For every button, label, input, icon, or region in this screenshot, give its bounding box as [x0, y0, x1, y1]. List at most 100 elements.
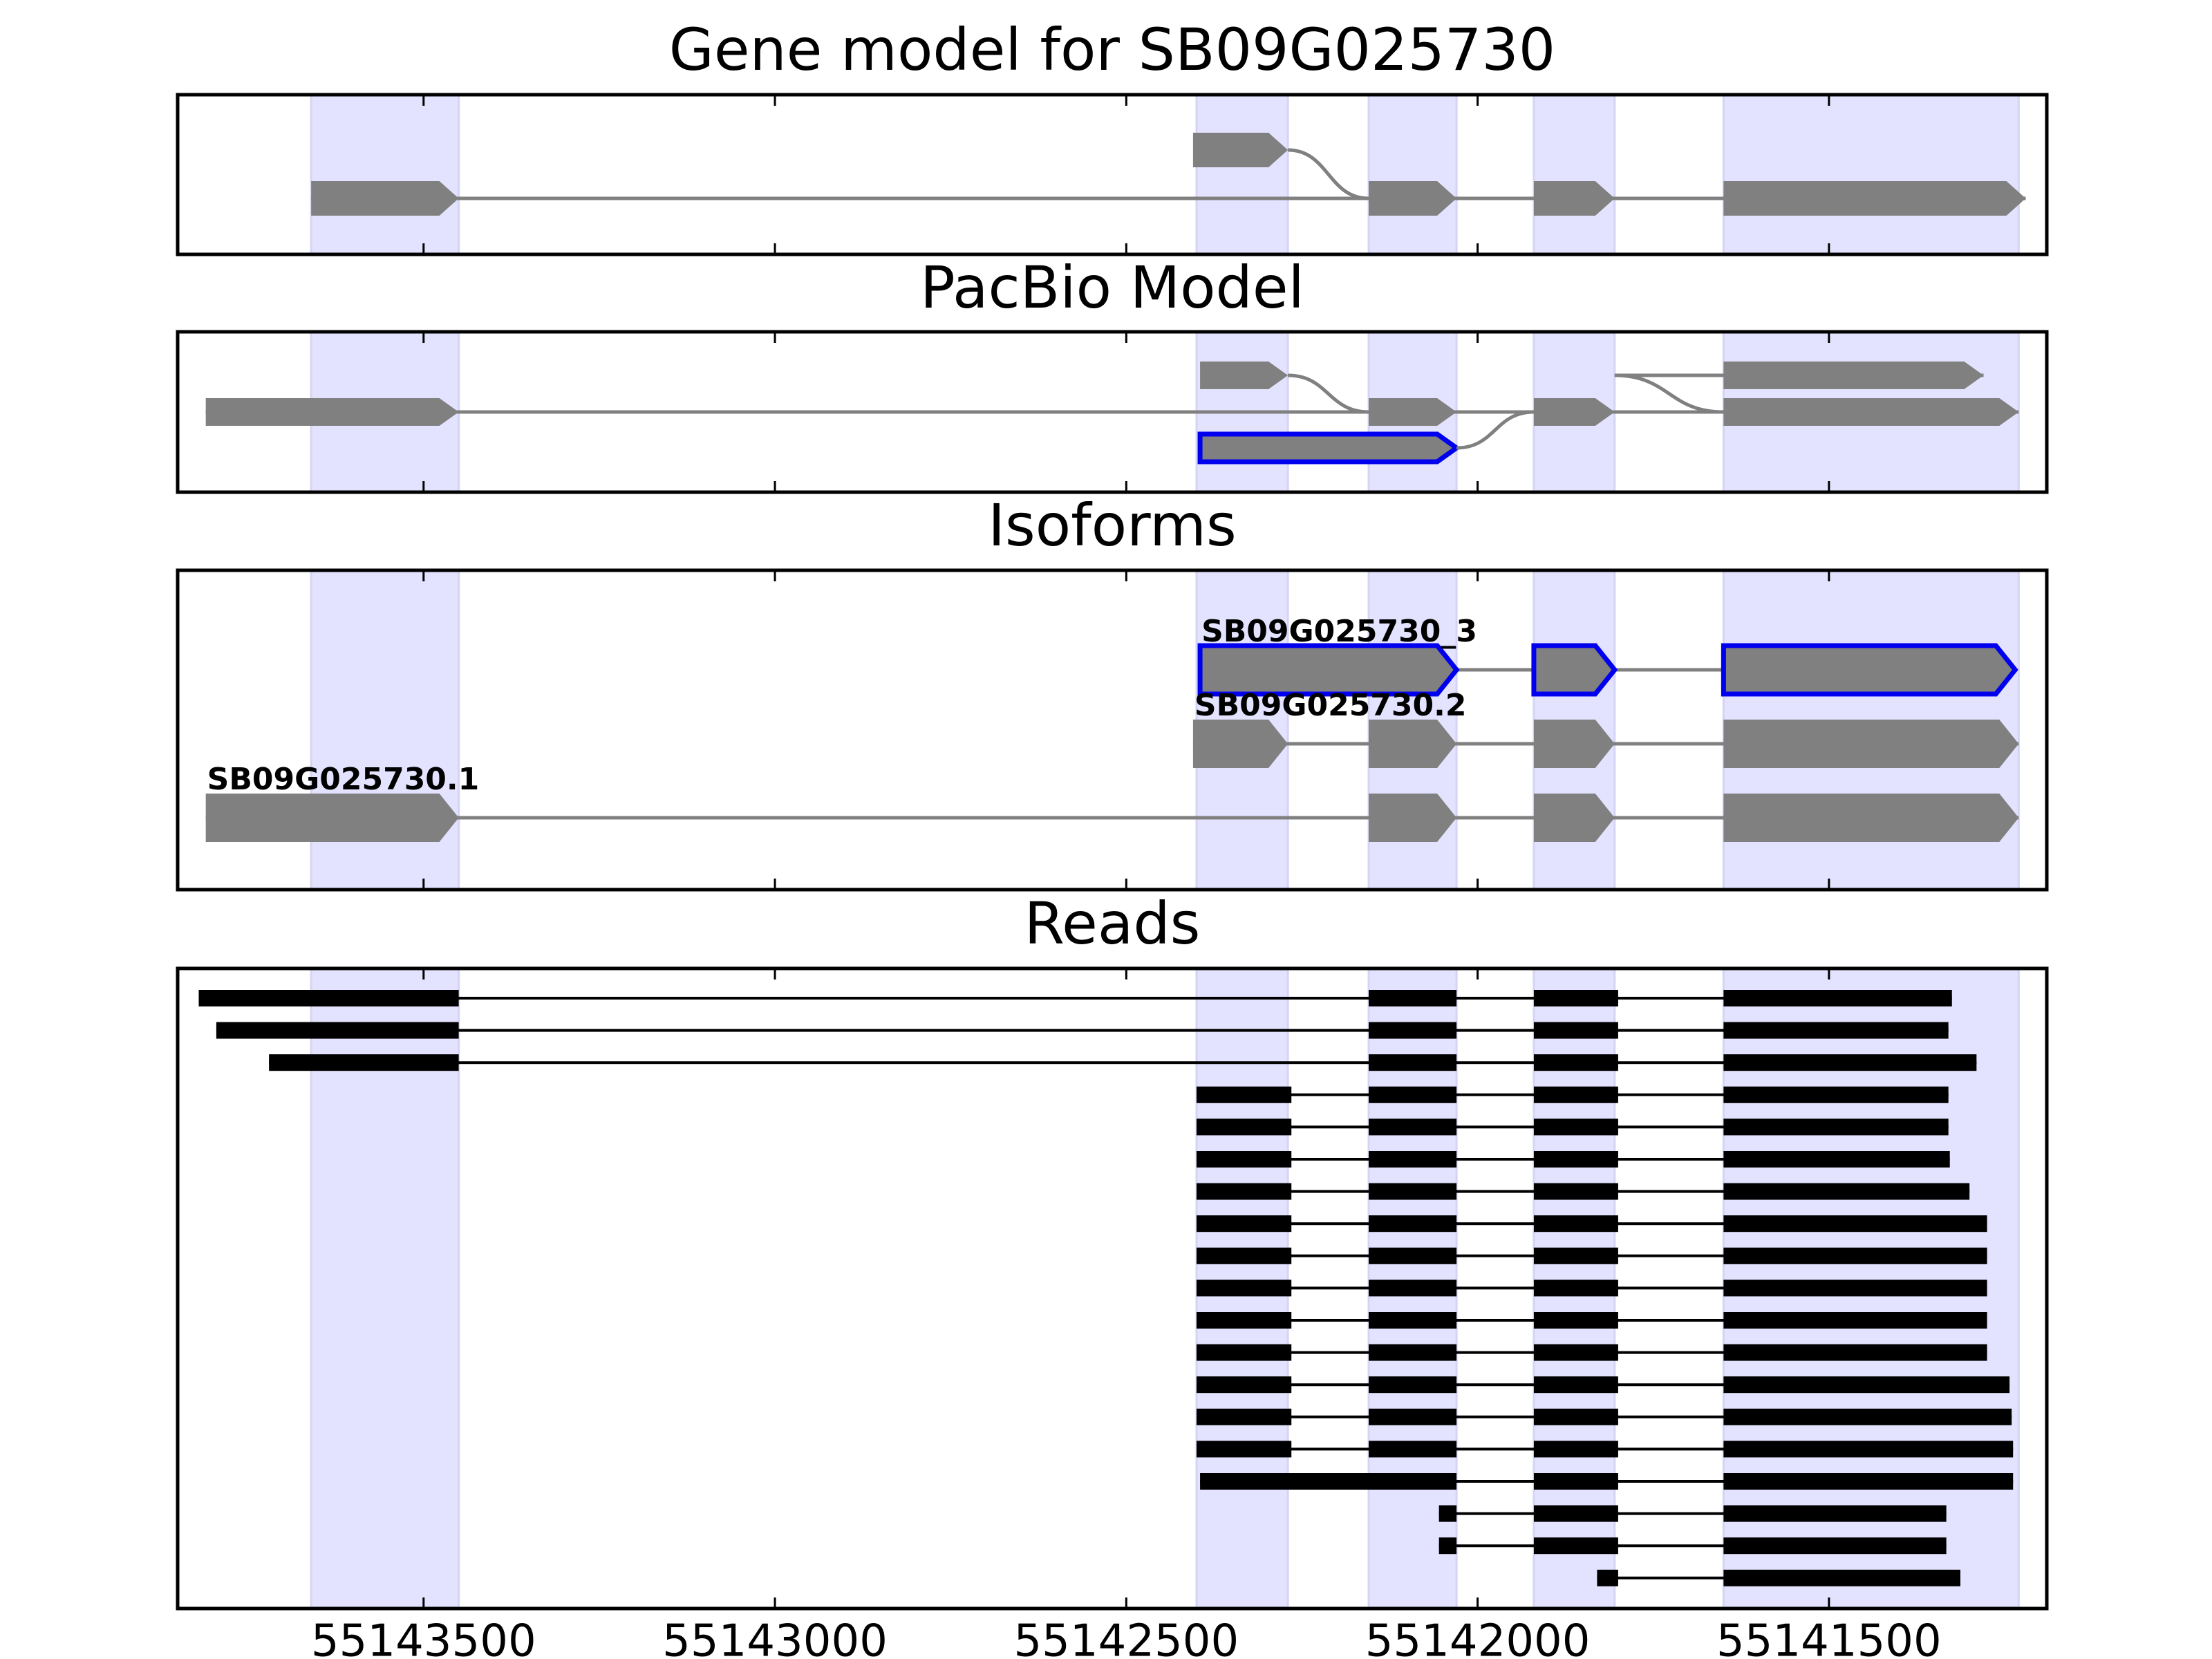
read-block — [1196, 1441, 1292, 1458]
exon — [1200, 362, 1288, 389]
read-block — [1196, 1183, 1292, 1200]
transcript-label: SB09G025730.1 — [207, 762, 480, 797]
panel-title: Reads — [1024, 890, 1201, 957]
read-block — [1723, 1280, 1987, 1297]
read-block — [1196, 1376, 1292, 1394]
exon-region-band — [310, 93, 460, 256]
read-row — [269, 1054, 1977, 1071]
read-block — [1533, 1054, 1618, 1071]
exon — [205, 398, 459, 426]
read-block — [1369, 1151, 1457, 1168]
read-block — [1369, 990, 1457, 1006]
panel-4: Reads — [176, 890, 2049, 1611]
intron-curve — [1288, 148, 1369, 200]
exon — [1533, 720, 1615, 768]
read-row — [1196, 1247, 1987, 1264]
read-block — [1369, 1408, 1457, 1425]
read-block — [1369, 1118, 1457, 1136]
read-row — [198, 990, 1952, 1006]
read-row — [1196, 1344, 1987, 1361]
read-block — [1438, 1505, 1457, 1522]
transcript — [1192, 133, 1369, 200]
read-row — [216, 1022, 1949, 1039]
exon — [205, 794, 459, 842]
transcript — [1614, 362, 1984, 414]
read-block — [1533, 1022, 1618, 1039]
read-block — [1597, 1569, 1618, 1586]
read-block — [1723, 1473, 2014, 1490]
transcript: SB09G025730.2 — [1192, 688, 2019, 768]
read-block — [1723, 1086, 1949, 1103]
panel-title: Isoforms — [988, 491, 1237, 559]
read-block — [1533, 1118, 1618, 1136]
panel-title: Gene model for SB09G025730 — [669, 16, 1555, 84]
read-block — [198, 990, 459, 1006]
read-block — [1533, 1086, 1618, 1103]
exon — [1369, 720, 1457, 768]
transcript: SB09G025730_3 — [1197, 614, 2018, 697]
read-block — [1533, 1376, 1618, 1394]
panel-title: PacBio Model — [920, 254, 1304, 321]
read-block — [1723, 1151, 1950, 1168]
read-row — [1597, 1569, 1960, 1586]
read-block — [1196, 1086, 1292, 1103]
read-block — [1196, 1151, 1292, 1168]
read-block — [1723, 1376, 2010, 1394]
read-row — [1196, 1312, 1987, 1329]
read-block — [1196, 1215, 1292, 1232]
read-row — [1196, 1151, 1950, 1168]
exon — [1192, 720, 1288, 768]
panel-frame — [176, 966, 2049, 1611]
transcript — [311, 181, 2026, 216]
read-block — [1723, 1022, 1949, 1039]
exon-region-band — [1367, 93, 1458, 256]
transcript — [1197, 410, 1534, 465]
panel-frame — [176, 93, 2049, 256]
read-block — [1369, 1183, 1457, 1200]
exon — [1369, 181, 1457, 216]
transcript-label: SB09G025730.2 — [1194, 688, 1467, 723]
read-block — [1533, 1183, 1618, 1200]
read-block — [1723, 1247, 1987, 1264]
transcript-label: SB09G025730_3 — [1201, 614, 1477, 649]
read-block — [1533, 1247, 1618, 1264]
exon — [1533, 181, 1615, 216]
transcript — [205, 398, 2019, 426]
read-block — [1533, 1408, 1618, 1425]
read-block — [1196, 1118, 1292, 1136]
exon — [1533, 794, 1615, 842]
read-block — [1196, 1247, 1292, 1264]
read-block — [1723, 1441, 2014, 1458]
x-tick-label: 55142000 — [1365, 1616, 1591, 1659]
exon-region-band — [1533, 93, 1616, 256]
read-row — [1438, 1505, 1947, 1522]
read-block — [1196, 1280, 1292, 1297]
exon — [1533, 398, 1615, 426]
read-block — [1533, 1473, 1618, 1490]
read-block — [1533, 1505, 1618, 1522]
transcript: SB09G025730.1 — [205, 762, 2019, 842]
read-block — [1723, 1215, 1987, 1232]
read-row — [1196, 1376, 2010, 1394]
read-block — [1196, 1312, 1292, 1329]
exon — [1723, 398, 2019, 426]
intron-curve — [1456, 410, 1534, 450]
read-row — [1196, 1408, 2012, 1425]
intron-curve — [1614, 373, 1724, 414]
read-block — [1369, 1280, 1457, 1297]
exon — [1723, 181, 2026, 216]
exon — [1723, 794, 2019, 842]
read-block — [1533, 1151, 1618, 1168]
exon — [1369, 398, 1457, 426]
exon — [1721, 643, 2018, 697]
read-row — [1196, 1280, 1987, 1297]
read-row — [1196, 1086, 1949, 1103]
read-block — [1723, 1505, 1947, 1522]
read-block — [1369, 1215, 1457, 1232]
x-tick-label: 55141500 — [1716, 1616, 1942, 1659]
read-block — [1533, 1312, 1618, 1329]
read-block — [1369, 1054, 1457, 1071]
read-block — [1723, 1569, 1960, 1586]
read-block — [1723, 1344, 1987, 1361]
